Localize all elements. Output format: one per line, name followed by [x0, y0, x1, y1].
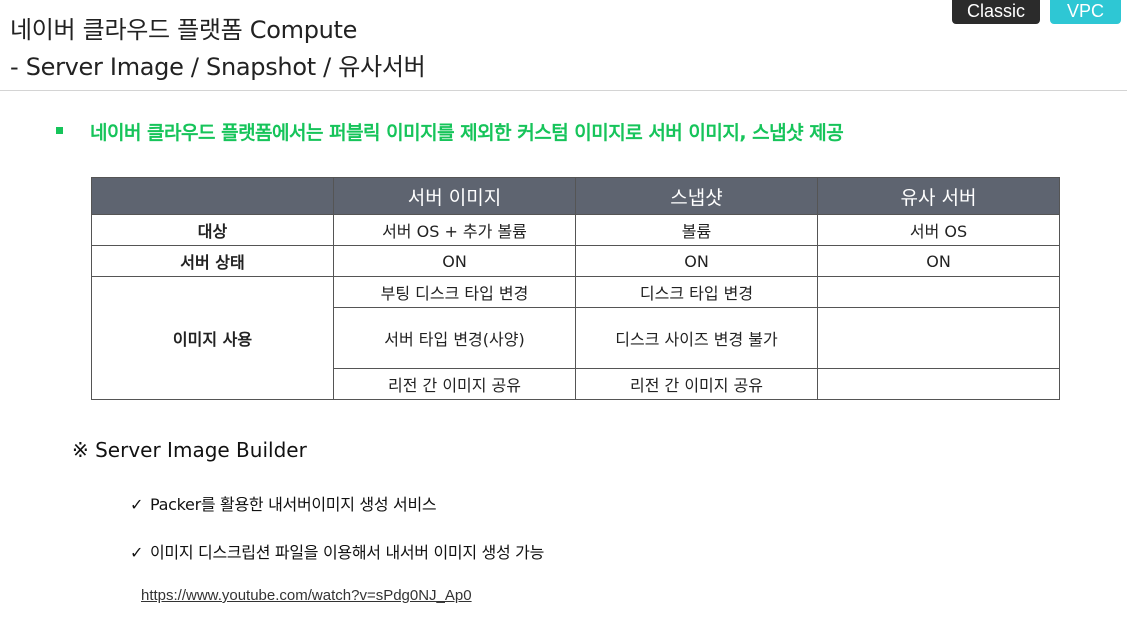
list-item-text: Packer를 활용한 내서버이미지 생성 서비스: [150, 495, 437, 514]
header-cell-similar-server: 유사 서버: [817, 177, 1060, 215]
header-cell-snapshot: 스냅샷: [575, 177, 818, 215]
table-cell: 서버 타입 변경(사양): [333, 307, 576, 369]
table-cell: 서버 OS + 추가 볼륨: [333, 214, 576, 246]
row-label-server-state: 서버 상태: [91, 245, 334, 277]
table-cell: 디스크 사이즈 변경 불가: [575, 307, 818, 369]
comparison-table: 서버 이미지 스냅샷 유사 서버 대상 서버 OS + 추가 볼륨 볼륨 서버 …: [91, 177, 1060, 400]
header-cell-server-image: 서버 이미지: [333, 177, 576, 215]
list-item: ✓ 이미지 디스크립션 파일을 이용해서 내서버 이미지 생성 가능: [130, 539, 544, 563]
table-cell: [817, 307, 1060, 369]
note-heading: ※ Server Image Builder: [72, 438, 307, 462]
page-title-line-2: - Server Image / Snapshot / 유사서버: [10, 53, 426, 81]
table-cell: 부팅 디스크 타입 변경: [333, 276, 576, 308]
list-item-text: 이미지 디스크립션 파일을 이용해서 내서버 이미지 생성 가능: [150, 543, 545, 562]
table-header-row: 서버 이미지 스냅샷 유사 서버: [91, 177, 1060, 215]
table-row: 서버 타입 변경(사양) 디스크 사이즈 변경 불가: [92, 307, 1060, 369]
header-divider: [0, 90, 1127, 91]
checkmark-icon: ✓: [130, 543, 144, 562]
table-cell: 디스크 타입 변경: [575, 276, 818, 308]
table-cell: ON: [575, 245, 818, 277]
list-item: ✓ Packer를 활용한 내서버이미지 생성 서비스: [130, 491, 437, 515]
square-bullet-icon: [56, 127, 63, 134]
table-cell: [817, 368, 1060, 400]
slide-subtitle: 네이버 클라우드 플랫폼에서는 퍼블릭 이미지를 제외한 커스텀 이미지로 서버…: [90, 122, 844, 144]
header-cell-empty: [91, 177, 334, 215]
table-cell: 리전 간 이미지 공유: [575, 368, 818, 400]
youtube-link[interactable]: https://www.youtube.com/watch?v=sPdg0NJ_…: [141, 587, 472, 604]
tag-vpc: VPC: [1050, 0, 1121, 24]
table-cell: ON: [817, 245, 1060, 277]
table-row: 이미지 사용 부팅 디스크 타입 변경 디스크 타입 변경: [91, 276, 1060, 400]
tag-classic: Classic: [952, 0, 1040, 24]
table-cell: 서버 OS: [817, 214, 1060, 246]
table-cell: 볼륨: [575, 214, 818, 246]
table-row: 대상 서버 OS + 추가 볼륨 볼륨 서버 OS: [91, 214, 1060, 246]
row-label-image-use: 이미지 사용: [91, 276, 334, 400]
checkmark-icon: ✓: [130, 495, 144, 514]
table-row: 리전 간 이미지 공유 리전 간 이미지 공유: [92, 368, 1060, 400]
page-title-line-1: 네이버 클라우드 플랫폼 Compute: [10, 16, 358, 44]
row-label-target: 대상: [91, 214, 334, 246]
table-cell: 리전 간 이미지 공유: [333, 368, 576, 400]
table-row: 서버 상태 ON ON ON: [91, 245, 1060, 277]
table-cell: [817, 276, 1060, 308]
table-cell: ON: [333, 245, 576, 277]
